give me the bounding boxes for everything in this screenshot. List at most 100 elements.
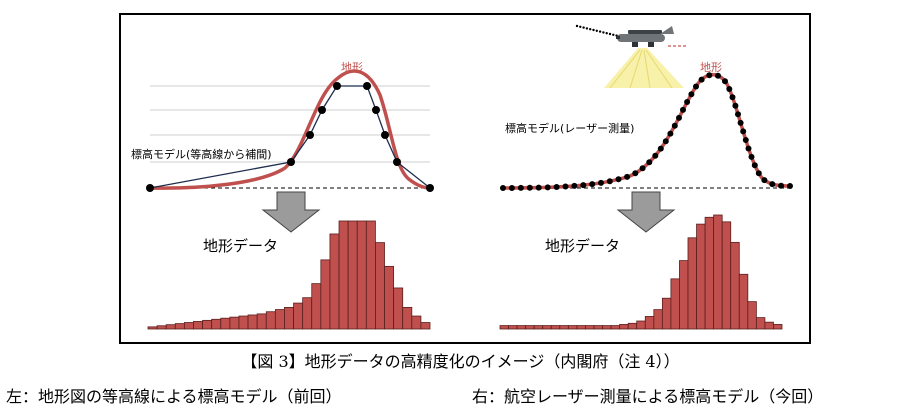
right-model-point: [684, 99, 691, 105]
right-histogram-bar: [525, 325, 535, 330]
left-histogram-bar: [393, 287, 404, 330]
left-histogram-bar: [320, 259, 331, 330]
left-histogram-bar: [402, 306, 413, 330]
flight-path-dot: [608, 32, 612, 36]
right-model-point: [769, 181, 776, 188]
left-histogram-bar: [247, 314, 258, 330]
right-histogram-bar: [627, 322, 638, 330]
flight-path-dot: [598, 30, 602, 33]
right-model-point: [544, 184, 551, 191]
right-model-point: [562, 183, 569, 190]
flight-path-dot: [595, 29, 598, 32]
airplane-icon: [616, 26, 674, 47]
left-histogram-bar: [293, 302, 304, 330]
right-histogram-bar: [602, 325, 612, 330]
left-histogram-bar: [284, 306, 294, 330]
left-histogram-bar: [174, 323, 185, 330]
laser-beam: [604, 48, 684, 88]
right-model-points: [500, 72, 793, 191]
left-histogram-bar: [329, 233, 340, 330]
right-histogram: [499, 214, 783, 330]
right-model-point: [737, 119, 744, 126]
right-histogram-bar: [713, 214, 723, 330]
right-terrain-label: 地形: [700, 61, 722, 74]
left-histogram-bar: [347, 220, 358, 330]
left-terrain-curve: [149, 69, 431, 190]
left-terrain-label: 地形: [341, 61, 363, 74]
left-model-point: [287, 158, 295, 166]
right-histogram-bar: [773, 324, 783, 330]
left-histogram-bar: [193, 321, 203, 330]
flight-path-dot: [585, 27, 589, 30]
figure-caption-title: 【図 3】地形データの高精度化のイメージ（内閣府（注 4））: [241, 352, 680, 371]
right-model-point: [667, 130, 674, 137]
right-model-label: 標高モデル(レーザー測量): [505, 121, 634, 135]
left-model-point: [393, 158, 401, 166]
right-histogram-bar: [670, 278, 680, 330]
right-histogram-bar: [559, 325, 569, 330]
right-model-point: [589, 181, 596, 188]
right-data-label: 地形データ: [545, 237, 620, 255]
right-model-point: [657, 145, 664, 152]
right-model-point: [688, 91, 695, 98]
right-histogram-bar: [585, 325, 595, 330]
right-model-point: [535, 184, 542, 191]
right-histogram-bar: [704, 216, 715, 330]
right-model-point: [693, 83, 699, 90]
flight-path-dot: [605, 32, 608, 35]
right-model-point: [722, 78, 728, 85]
left-histogram-bar: [365, 220, 376, 330]
right-histogram-bar: [747, 301, 757, 330]
right-model-point: [598, 179, 604, 186]
left-histogram-bar: [302, 297, 313, 330]
right-model-point: [706, 72, 713, 79]
right-histogram-bar: [567, 325, 578, 330]
right-panel: 地形 標高モデル(レーザー測量) 地形データ: [499, 24, 793, 330]
figure-frame: [119, 13, 811, 344]
figure-caption-right: 右：航空レーザー測量による標高モデル（今回）: [472, 387, 824, 406]
right-model-point: [662, 138, 669, 145]
flight-path-dot: [589, 28, 592, 31]
flight-path-dot: [612, 33, 615, 36]
left-histogram-bar: [229, 316, 240, 330]
right-model-point: [735, 111, 741, 118]
left-down-arrow: [261, 191, 321, 233]
flight-path-dot: [592, 28, 595, 32]
right-histogram-bar: [738, 273, 749, 330]
flight-path-dot: [602, 31, 605, 34]
right-histogram-bar: [687, 237, 697, 330]
right-model-point: [740, 128, 747, 135]
left-histogram-bar: [274, 309, 285, 330]
right-model-point: [639, 165, 646, 172]
left-panel: 地形 標高モデル(等高線から補間) 地形データ: [131, 61, 434, 330]
right-histogram-bar: [679, 260, 689, 330]
right-model-point: [526, 184, 533, 191]
right-histogram-bar: [636, 320, 646, 330]
right-histogram-bar: [542, 325, 552, 330]
left-histogram-bar: [256, 313, 267, 330]
right-model-point: [652, 152, 659, 159]
right-histogram-bar: [593, 325, 603, 330]
left-histogram-bar: [265, 311, 276, 330]
right-model-point: [745, 145, 752, 152]
left-histogram-bar: [165, 324, 176, 330]
right-histogram-bar: [764, 321, 774, 330]
left-data-label: 地形データ: [203, 237, 278, 255]
right-model-point: [553, 184, 560, 190]
left-model-points: [146, 82, 434, 192]
right-model-point: [748, 153, 755, 160]
right-model-point: [671, 122, 678, 129]
right-model-point: [751, 162, 758, 169]
left-histogram-bar: [202, 319, 213, 330]
flight-path-dot: [582, 26, 585, 29]
right-model-point: [726, 86, 733, 92]
right-histogram-bar: [644, 316, 655, 330]
left-histogram-bar: [375, 242, 385, 330]
right-histogram-bar: [516, 325, 527, 330]
left-model-point: [318, 106, 326, 114]
terrain-model-figure: 地形 標高モデル(等高線から補間) 地形データ: [119, 13, 811, 344]
right-histogram-bar: [533, 325, 544, 330]
right-model-point: [742, 137, 749, 143]
left-histogram-bar: [147, 326, 158, 330]
right-model-point: [729, 94, 736, 101]
